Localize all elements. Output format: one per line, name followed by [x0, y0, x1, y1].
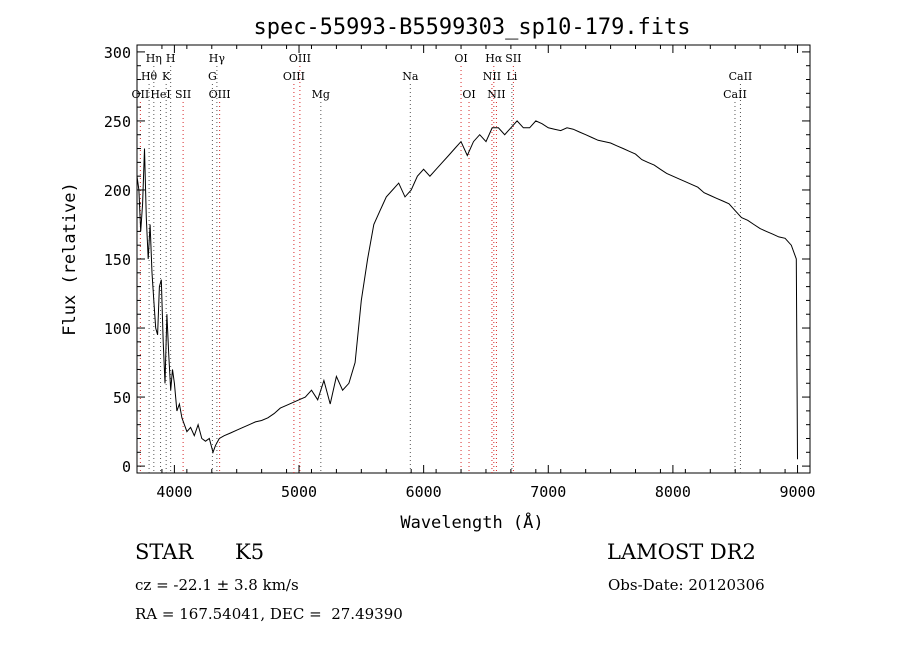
- spectral-line-label-21: CaII: [729, 70, 753, 83]
- spectrum-line: [136, 120, 798, 460]
- x-tick-label-5: 9000: [779, 483, 815, 501]
- spectral-line-label-16: Hα: [485, 52, 503, 65]
- spectral-line-label-14: OI: [454, 52, 467, 65]
- spectral-line-label-13: Na: [402, 70, 419, 83]
- y-axis-label: Flux (relative): [60, 182, 80, 336]
- spectral-line-label-22: CaII: [723, 88, 747, 101]
- spectral-line-label-5: HeI: [150, 88, 170, 101]
- coordinates-readout: RA = 167.54041, DEC = 27.49390: [135, 605, 403, 623]
- y-tick-label-1: 50: [113, 389, 131, 407]
- object-subclass: K5: [235, 540, 265, 564]
- spectral-line-label-4: OII: [132, 88, 150, 101]
- spectral-line-label-11: OIII: [283, 70, 305, 83]
- survey-name: LAMOST DR2: [607, 540, 756, 564]
- spectral-line-label-10: OIII: [289, 52, 311, 65]
- redshift-readout: cz = -22.1 ± 3.8 km/s: [135, 576, 299, 594]
- spectral-line-label-8: G: [208, 70, 217, 83]
- spectral-line-markers: Hη H Hθ K OII HeI SII Hγ G OIII OIII OIII Mg Na OI OI Hα…: [132, 52, 753, 473]
- y-axis: 0 50 100 150 200 250 300: [104, 44, 810, 476]
- spectral-line-label-2: Hθ: [141, 70, 158, 83]
- observation-date: Obs-Date: 20120306: [608, 576, 765, 594]
- plot-frame: [136, 44, 811, 474]
- y-tick-label-3: 150: [104, 251, 131, 269]
- x-axis-label: Wavelength (Å): [400, 511, 543, 533]
- y-tick-label-2: 100: [104, 320, 131, 338]
- y-tick-label-0: 0: [122, 458, 131, 476]
- object-class: STAR: [135, 540, 194, 564]
- chart-title: spec-55993-B5599303_sp10-179.fits: [253, 15, 690, 40]
- spectral-line-label-15: OI: [462, 88, 475, 101]
- spectral-line-label-17: SII: [505, 52, 521, 65]
- spectral-line-label-20: NII: [487, 88, 505, 101]
- spectral-line-label-12: Mg: [312, 88, 330, 101]
- spectral-line-label-9: OIII: [209, 88, 231, 101]
- x-tick-label-1: 5000: [281, 483, 317, 501]
- spectral-line-label-7: Hγ: [209, 52, 226, 65]
- spectral-line-label-0: Hη: [146, 52, 162, 65]
- x-axis: 4000 5000 6000 7000 8000 9000: [136, 45, 816, 501]
- x-tick-label-0: 4000: [156, 483, 192, 501]
- spectral-line-label-3: K: [162, 70, 171, 83]
- spectral-line-label-19: Li: [506, 70, 517, 83]
- y-tick-label-6: 300: [104, 44, 131, 62]
- x-tick-label-3: 7000: [530, 483, 566, 501]
- spectral-line-label-18: NII: [483, 70, 501, 83]
- x-tick-label-2: 6000: [406, 483, 442, 501]
- y-tick-label-4: 200: [104, 182, 131, 200]
- spectral-line-label-6: SII: [175, 88, 191, 101]
- y-tick-label-5: 250: [104, 113, 131, 131]
- spectral-line-label-1: H: [166, 52, 176, 65]
- x-tick-label-4: 8000: [655, 483, 691, 501]
